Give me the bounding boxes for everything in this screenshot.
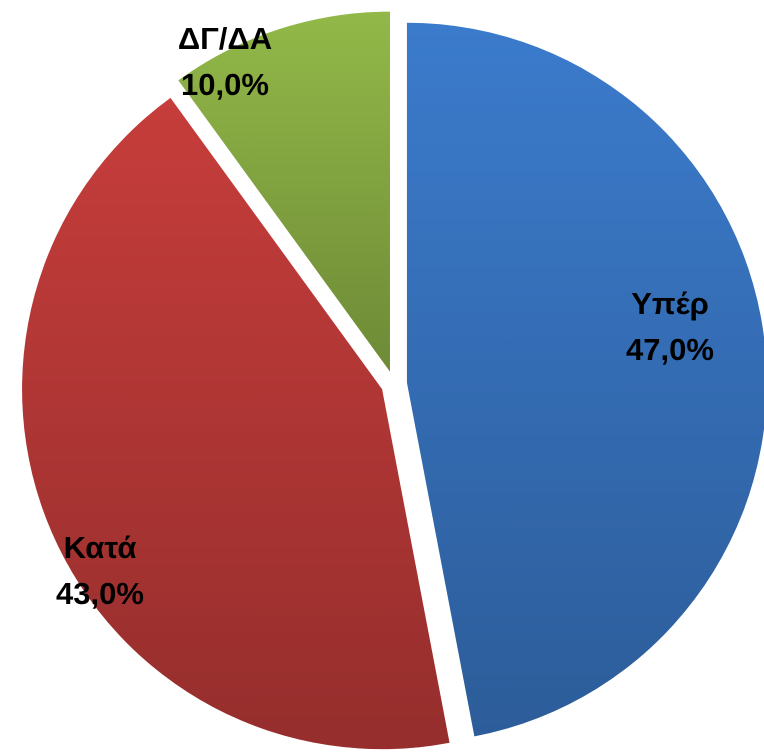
- slice-value-label: 43,0%: [56, 576, 144, 611]
- slice-value-label: 10,0%: [181, 67, 269, 102]
- pie-slice: [406, 22, 764, 737]
- slice-value-label: 47,0%: [626, 332, 714, 367]
- slice-label: Κατά: [64, 530, 137, 565]
- slice-label: Υπέρ: [631, 286, 709, 321]
- slice-label: ΔΓ/ΔΑ: [178, 21, 272, 56]
